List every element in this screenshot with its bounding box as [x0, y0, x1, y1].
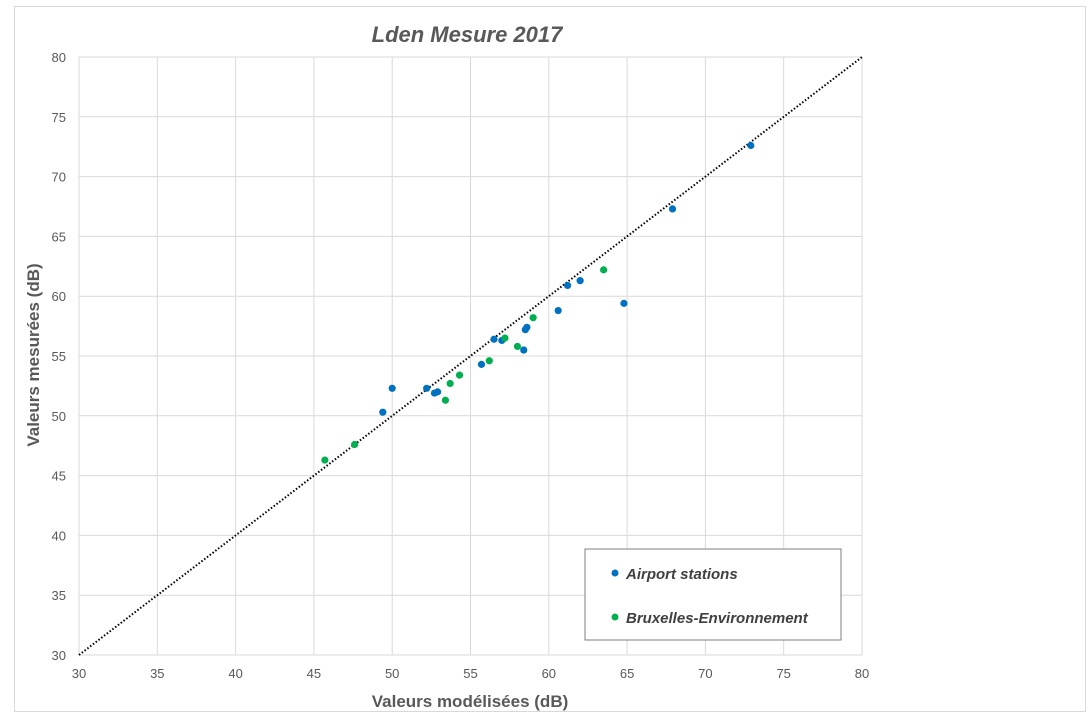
x-tick-label: 45 [307, 666, 321, 681]
bruxelles-environnement-point [501, 334, 509, 342]
airport-station-point [668, 205, 677, 213]
legend: Airport stations Bruxelles-Environnement [584, 548, 842, 641]
y-axis-title: Valeurs mesurées (dB) [24, 263, 43, 446]
bruxelles-environnement-point [485, 357, 493, 365]
airport-station-point [520, 346, 528, 354]
y-tick-label: 70 [52, 170, 66, 185]
grid [78, 56, 863, 656]
y-tick-label: 45 [52, 469, 66, 484]
bruxelles-environnement-point [321, 456, 329, 464]
airport-station-point [423, 384, 431, 392]
x-tick-label: 55 [463, 666, 477, 681]
chart-frame [14, 6, 1086, 712]
y-tick-label: 60 [52, 289, 66, 304]
data-points [321, 141, 755, 464]
airport-station-point [554, 306, 562, 315]
legend-marker-airport [611, 569, 619, 577]
airport-station-point [379, 408, 387, 416]
bruxelles-environnement-point [455, 371, 464, 379]
y-tick-label: 75 [52, 110, 66, 125]
airport-station-point [388, 384, 396, 392]
bruxelles-environnement-point [441, 396, 450, 404]
airport-station-point [576, 277, 584, 285]
airport-station-point [523, 323, 531, 331]
x-tick-label: 40 [228, 666, 242, 681]
y-tick-label: 55 [52, 349, 66, 364]
x-tick-label: 70 [698, 666, 712, 681]
airport-station-point [563, 281, 572, 290]
legend-box [584, 548, 842, 641]
y-tick-label: 30 [52, 648, 66, 663]
x-tick-label: 80 [855, 666, 869, 681]
x-axis-title: Valeurs modélisées (dB) [372, 692, 569, 711]
y-tick-label: 50 [52, 409, 66, 424]
bruxelles-environnement-point [600, 266, 608, 274]
y-tick-label: 65 [52, 229, 66, 244]
legend-label-airport: Airport stations [625, 566, 738, 583]
x-tick-label: 60 [542, 666, 556, 681]
airport-station-point [490, 335, 498, 343]
chart-title: Lden Mesure 2017 [372, 22, 565, 47]
y-tick-label: 35 [52, 588, 66, 603]
x-tick-label: 75 [776, 666, 790, 681]
bruxelles-environnement-point [446, 379, 454, 388]
bruxelles-environnement-point [351, 440, 359, 449]
airport-station-point [434, 388, 442, 396]
y-tick-label: 40 [52, 528, 66, 543]
x-tick-label: 50 [385, 666, 399, 681]
legend-label-bruxelles: Bruxelles-Environnement [626, 610, 809, 627]
airport-station-point [747, 141, 755, 150]
y-tick-labels: 30 35 40 45 50 55 60 65 70 75 80 [52, 50, 66, 663]
x-tick-label: 35 [150, 666, 164, 681]
bruxelles-environnement-point [529, 314, 537, 322]
y-tick-label: 80 [52, 50, 66, 65]
x-tick-label: 65 [620, 666, 634, 681]
airport-station-point [620, 299, 628, 307]
x-tick-label: 30 [72, 666, 86, 681]
x-tick-labels: 30 35 40 45 50 55 60 65 70 75 80 [72, 666, 869, 681]
airport-station-point [477, 360, 486, 368]
bruxelles-environnement-point [513, 342, 522, 351]
legend-marker-bruxelles [611, 613, 619, 621]
